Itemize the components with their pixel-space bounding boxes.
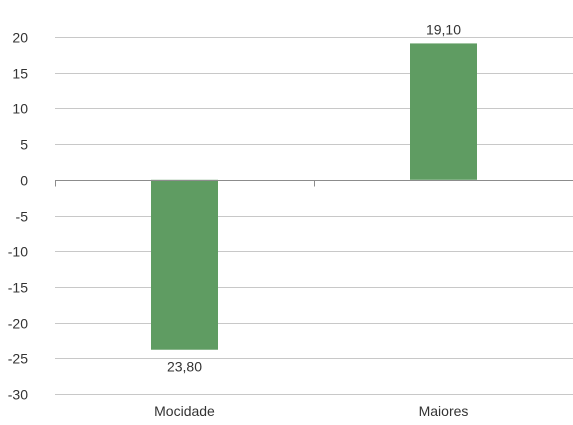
y-tick-label: -15	[8, 280, 28, 296]
y-tick-label: -20	[8, 316, 28, 332]
y-tick-label: 15	[12, 66, 28, 82]
y-tick-label: 10	[12, 101, 28, 117]
y-tick-label: 0	[20, 173, 28, 189]
data-label: 19,10	[426, 21, 461, 37]
x-tick-label: Mocidade	[154, 403, 215, 419]
y-tick-label: -30	[8, 387, 28, 403]
bars	[151, 43, 477, 350]
x-axis-tick-labels: Mocidade Maiores	[154, 403, 468, 419]
y-axis-tick-labels: 20 15 10 5 0 -5 -10 -15 -20 -25 -30	[8, 30, 28, 403]
y-tick-label: -5	[16, 209, 29, 225]
x-axis	[55, 180, 573, 187]
bar-mocidade	[151, 179, 218, 350]
y-tick-label: -25	[8, 351, 28, 367]
gridlines	[55, 37, 573, 395]
y-tick-label: 20	[12, 30, 28, 46]
y-tick-label: -10	[8, 244, 28, 260]
bar-maiores	[410, 43, 477, 180]
x-tick-label: Maiores	[419, 403, 469, 419]
data-labels: 23,80 19,10	[167, 21, 461, 374]
y-tick-label: 5	[20, 137, 28, 153]
data-label: 23,80	[167, 359, 202, 375]
